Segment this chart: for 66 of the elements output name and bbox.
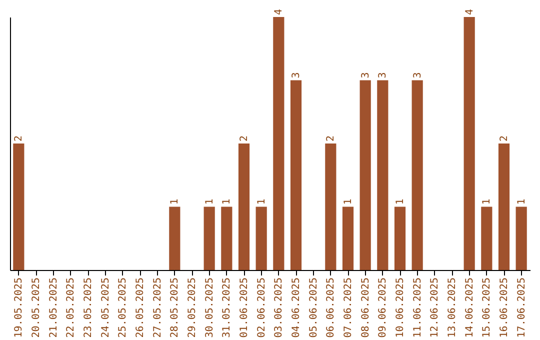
x-tick-label: 11.06.2025 xyxy=(412,278,424,338)
bar xyxy=(221,206,232,270)
data-label: 1 xyxy=(222,198,233,205)
bar xyxy=(204,206,215,270)
x-tick-label: 20.05.2025 xyxy=(31,278,42,338)
bar xyxy=(360,80,371,270)
data-label: 2 xyxy=(499,135,510,142)
bar xyxy=(498,144,510,270)
x-tick-label: 17.06.2025 xyxy=(516,278,528,338)
data-label: 2 xyxy=(14,135,25,142)
data-label: 1 xyxy=(170,198,181,205)
data-label: 1 xyxy=(343,198,354,205)
bar xyxy=(169,206,180,270)
bar xyxy=(394,206,406,270)
data-label: 4 xyxy=(274,8,285,15)
data-label: 3 xyxy=(360,72,372,78)
data-label: 4 xyxy=(464,8,476,15)
x-tick-label: 27.05.2025 xyxy=(152,278,164,338)
bar xyxy=(273,17,284,270)
bar xyxy=(412,80,423,270)
x-tick-label: 25.05.2025 xyxy=(118,278,129,338)
bar xyxy=(290,80,302,270)
data-label: 2 xyxy=(239,135,250,142)
bar xyxy=(481,206,492,270)
x-tick-label: 22.05.2025 xyxy=(66,278,77,338)
x-tick-label: 30.05.2025 xyxy=(204,278,216,338)
bar xyxy=(377,80,388,270)
x-tick-label: 24.05.2025 xyxy=(100,278,112,338)
x-tick-label: 03.06.2025 xyxy=(274,278,285,338)
bar xyxy=(342,206,354,270)
data-label: 1 xyxy=(204,198,216,205)
x-tick-label: 28.05.2025 xyxy=(170,278,181,338)
bar xyxy=(325,144,336,270)
data-label: 3 xyxy=(378,72,389,78)
bar xyxy=(13,144,24,270)
x-tick-label: 12.06.2025 xyxy=(430,278,441,338)
x-tick-label: 04.06.2025 xyxy=(291,278,302,338)
x-tick-label: 09.06.2025 xyxy=(378,278,389,338)
x-tick-label: 26.05.2025 xyxy=(135,278,146,338)
x-tick-label: 29.05.2025 xyxy=(187,278,198,338)
x-tick-label: 05.06.2025 xyxy=(308,278,320,338)
x-tick-label: 10.06.2025 xyxy=(395,278,406,338)
bar xyxy=(464,17,475,270)
data-label: 3 xyxy=(412,72,424,78)
x-tick-label: 08.06.2025 xyxy=(360,278,372,338)
data-label: 2 xyxy=(326,135,337,142)
x-tick-label: 01.06.2025 xyxy=(239,278,250,338)
data-label: 1 xyxy=(482,198,493,205)
x-tick-label: 16.06.2025 xyxy=(499,278,510,338)
x-tick-label: 15.06.2025 xyxy=(482,278,493,338)
x-tick-label: 02.06.2025 xyxy=(256,278,268,338)
data-label: 3 xyxy=(291,72,302,78)
bar xyxy=(238,144,250,270)
bar xyxy=(256,206,267,270)
x-tick-label: 21.05.2025 xyxy=(48,278,60,338)
x-tick-label: 06.06.2025 xyxy=(326,278,337,338)
x-tick-label: 19.05.2025 xyxy=(14,278,25,338)
data-label: 1 xyxy=(516,198,528,205)
bar xyxy=(516,206,527,270)
x-tick-label: 13.06.2025 xyxy=(447,278,458,338)
x-tick-label: 07.06.2025 xyxy=(343,278,354,338)
data-label: 1 xyxy=(395,198,406,205)
x-tick-label: 23.05.2025 xyxy=(83,278,94,338)
x-tick-label: 31.05.2025 xyxy=(222,278,233,338)
x-tick-label: 14.06.2025 xyxy=(464,278,476,338)
data-label: 1 xyxy=(256,198,268,205)
